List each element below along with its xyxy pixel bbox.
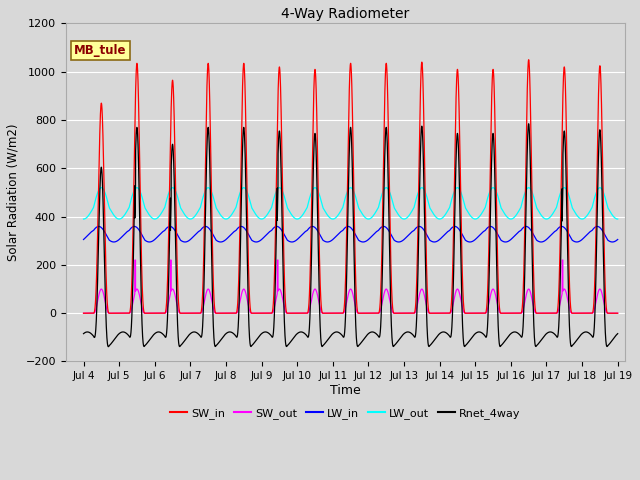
SW_out bbox=[108, 311, 115, 316]
Line: LW_out: LW_out bbox=[84, 188, 618, 219]
LW_in bbox=[495, 235, 503, 240]
LW_out bbox=[481, 205, 489, 211]
SW_out bbox=[614, 311, 621, 316]
SW_out bbox=[80, 311, 88, 316]
LW_in bbox=[108, 239, 115, 244]
LW_in bbox=[609, 239, 616, 245]
Rnet_4way bbox=[495, 342, 503, 348]
Rnet_4way bbox=[420, 215, 428, 221]
LW_in bbox=[80, 237, 88, 242]
Y-axis label: Solar Radiation (W/m2): Solar Radiation (W/m2) bbox=[7, 124, 20, 261]
Line: LW_in: LW_in bbox=[84, 227, 618, 242]
LW_out bbox=[495, 199, 503, 205]
LW_out bbox=[80, 216, 88, 222]
LW_in bbox=[614, 237, 621, 242]
LW_out bbox=[516, 206, 524, 212]
LW_in bbox=[509, 235, 516, 240]
SW_in bbox=[420, 156, 428, 162]
SW_out bbox=[495, 309, 503, 315]
Line: SW_out: SW_out bbox=[84, 260, 618, 313]
Rnet_4way bbox=[80, 331, 88, 336]
SW_in bbox=[525, 57, 532, 62]
SW_in bbox=[495, 305, 503, 311]
SW_out bbox=[516, 311, 524, 316]
LW_out bbox=[420, 188, 428, 193]
SW_in bbox=[481, 311, 489, 316]
Rnet_4way bbox=[525, 121, 532, 127]
LW_in bbox=[420, 228, 428, 234]
Rnet_4way bbox=[481, 333, 489, 339]
Legend: SW_in, SW_out, LW_in, LW_out, Rnet_4way: SW_in, SW_out, LW_in, LW_out, Rnet_4way bbox=[165, 404, 525, 423]
SW_out bbox=[509, 311, 516, 316]
Rnet_4way bbox=[516, 333, 524, 338]
Rnet_4way bbox=[104, 344, 112, 349]
Title: 4-Way Radiometer: 4-Way Radiometer bbox=[281, 7, 410, 21]
LW_in bbox=[481, 228, 489, 233]
Line: SW_in: SW_in bbox=[84, 60, 618, 313]
X-axis label: Time: Time bbox=[330, 384, 361, 397]
Rnet_4way bbox=[509, 329, 516, 335]
Rnet_4way bbox=[108, 340, 115, 346]
LW_out bbox=[108, 209, 115, 215]
LW_out bbox=[97, 185, 105, 191]
SW_in bbox=[108, 311, 115, 316]
LW_out bbox=[509, 216, 516, 221]
Line: Rnet_4way: Rnet_4way bbox=[84, 124, 618, 347]
Rnet_4way bbox=[614, 331, 621, 336]
SW_in bbox=[80, 311, 88, 316]
SW_in bbox=[516, 311, 524, 316]
LW_out bbox=[614, 216, 621, 222]
LW_in bbox=[237, 224, 245, 229]
Text: MB_tule: MB_tule bbox=[74, 44, 127, 57]
LW_in bbox=[516, 228, 524, 234]
SW_out bbox=[420, 293, 428, 299]
SW_in bbox=[614, 311, 621, 316]
SW_out bbox=[131, 257, 139, 263]
SW_in bbox=[509, 311, 516, 316]
SW_out bbox=[481, 311, 489, 316]
